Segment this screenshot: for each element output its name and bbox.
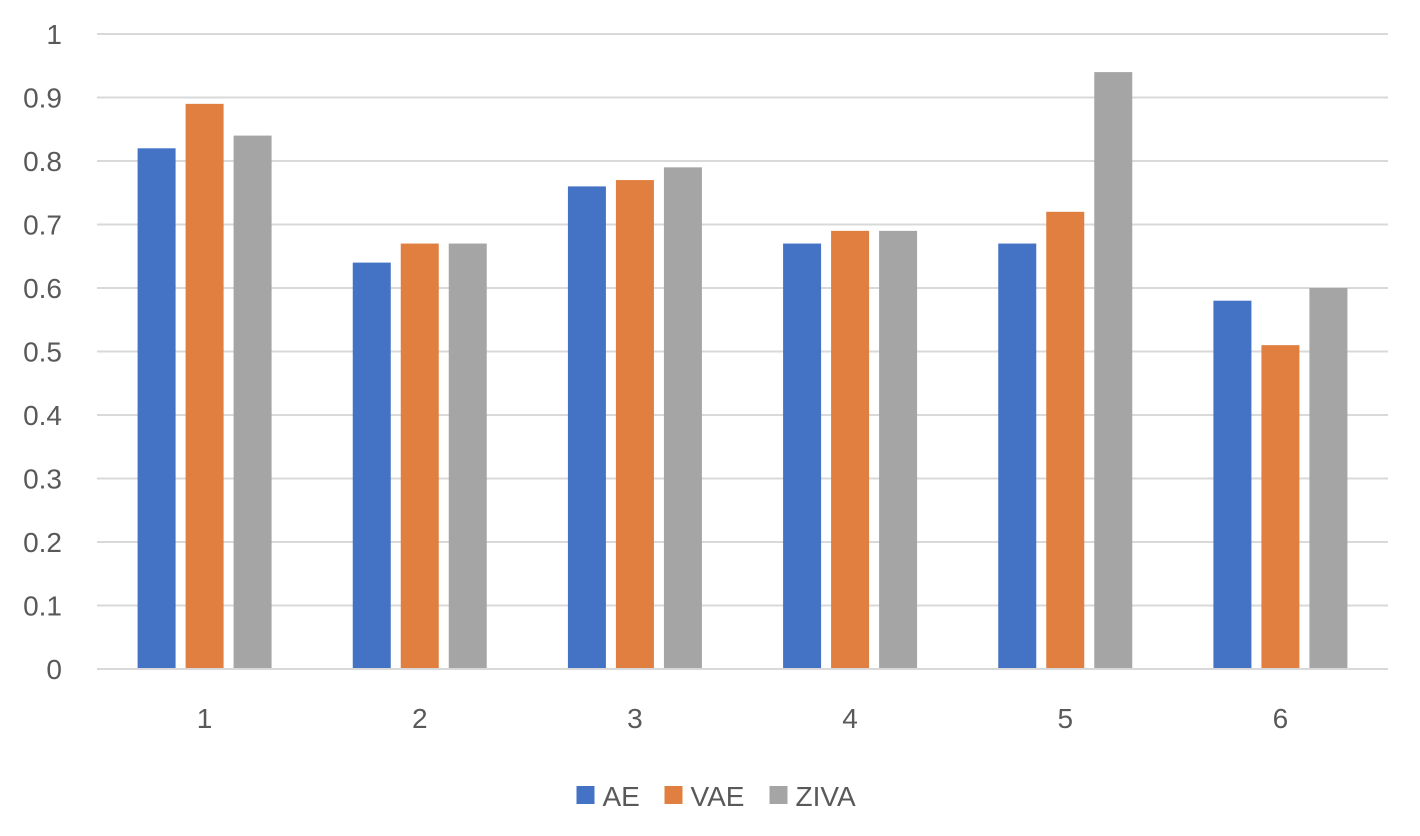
legend-swatch-ae <box>576 786 595 804</box>
legend-item-vae: VAE <box>664 781 745 812</box>
bar-ae-6 <box>1213 300 1252 669</box>
y-tick-label: 0.8 <box>23 146 62 177</box>
bar-ziva-3 <box>663 167 702 669</box>
legend: AE VAE ZIVA <box>576 781 856 812</box>
y-tick-label: 0.7 <box>23 210 62 241</box>
y-tick-label: 0.9 <box>23 83 62 114</box>
gridlines <box>97 33 1388 607</box>
bar-ziva-5 <box>1094 72 1133 670</box>
bar-ziva-6 <box>1309 288 1348 669</box>
y-tick-label: 0.1 <box>23 591 62 622</box>
x-tick-label: 1 <box>197 703 213 734</box>
bar-ziva-2 <box>448 243 487 670</box>
bar-ziva-4 <box>879 230 918 669</box>
bar-ae-1 <box>137 148 176 670</box>
legend-label-ziva: ZIVA <box>796 781 856 812</box>
x-tick-label: 6 <box>1273 703 1289 734</box>
legend-swatch-ziva <box>769 786 788 804</box>
legend-item-ziva: ZIVA <box>769 781 856 812</box>
bar-vae-6 <box>1261 345 1300 669</box>
x-axis-tick-labels: 1 2 3 4 5 6 <box>197 703 1288 734</box>
bar-ae-2 <box>352 262 391 669</box>
bar-ae-4 <box>783 243 822 670</box>
bar-vae-2 <box>400 243 439 670</box>
y-axis-tick-labels: 0 0.1 0.2 0.3 0.4 0.5 0.6 0.7 0.8 0.9 1 <box>23 19 62 685</box>
y-tick-label: 0.4 <box>23 400 62 431</box>
x-tick-label: 3 <box>627 703 643 734</box>
bar-vae-3 <box>615 180 654 670</box>
x-tick-label: 4 <box>842 703 858 734</box>
bar-ziva-1 <box>233 135 272 670</box>
x-tick-label: 5 <box>1057 703 1073 734</box>
legend-label-vae: VAE <box>691 781 745 812</box>
y-tick-label: 0.3 <box>23 464 62 495</box>
legend-item-ae: AE <box>576 781 640 812</box>
legend-swatch-vae <box>664 786 683 804</box>
y-tick-label: 0.2 <box>23 527 62 558</box>
y-tick-label: 1 <box>46 19 62 50</box>
y-tick-label: 0.5 <box>23 337 62 368</box>
bar-ae-5 <box>998 243 1037 670</box>
y-tick-label: 0 <box>46 654 62 685</box>
legend-label-ae: AE <box>603 781 640 812</box>
bar-ae-3 <box>567 186 606 669</box>
y-tick-label: 0.6 <box>23 273 62 304</box>
bar-vae-4 <box>831 230 870 669</box>
x-tick-label: 2 <box>412 703 428 734</box>
bar-series <box>137 72 1348 670</box>
bar-vae-5 <box>1046 211 1085 670</box>
bar-vae-1 <box>185 103 224 670</box>
